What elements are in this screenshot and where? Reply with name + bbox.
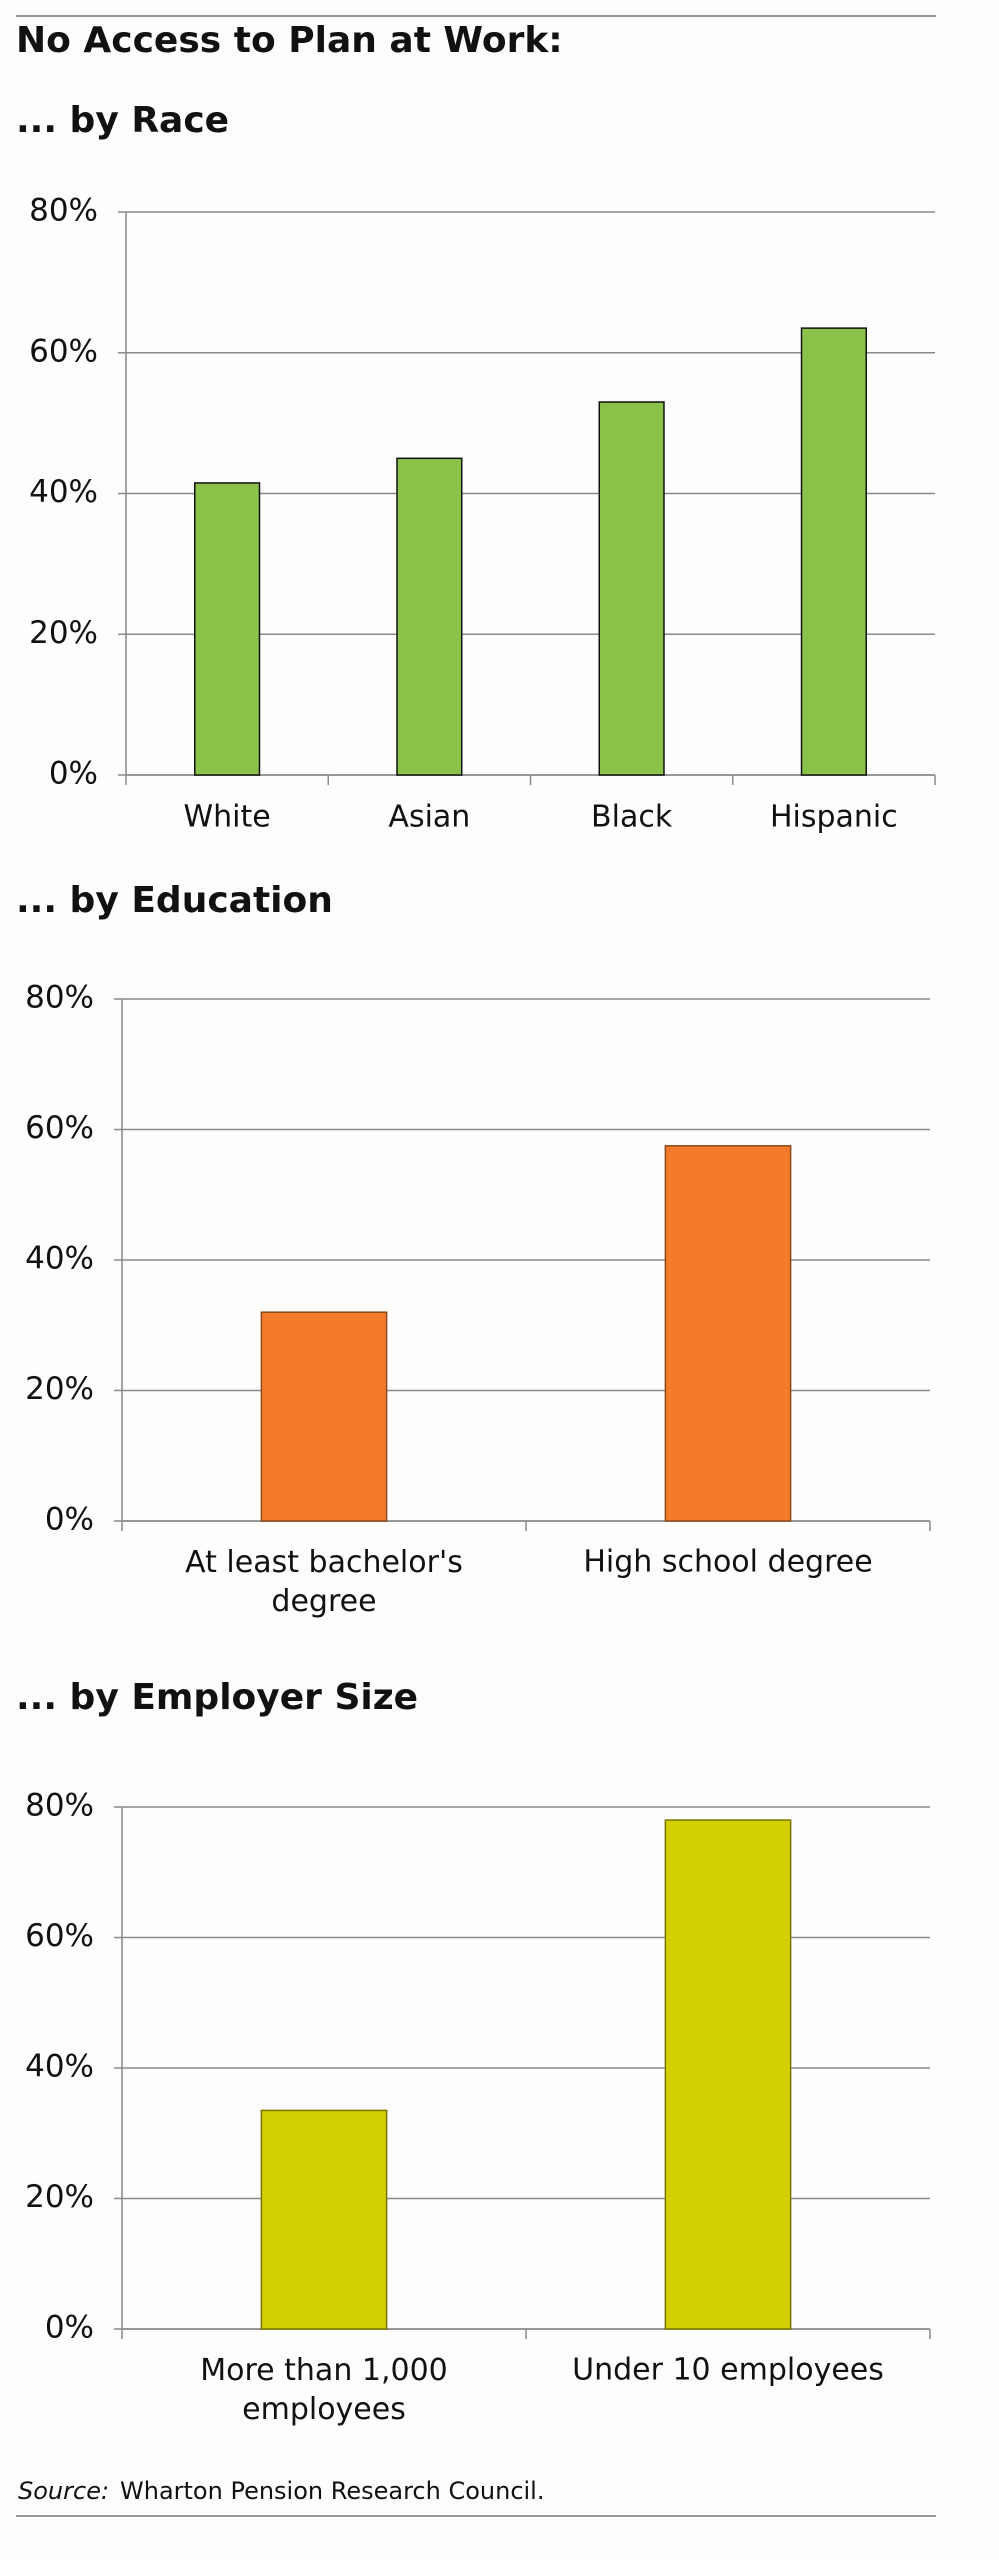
bar — [598, 401, 665, 776]
x-tick-label: White — [184, 800, 271, 835]
y-tick-label: 20% — [25, 1371, 94, 1407]
source-label: Source: — [18, 2477, 109, 2505]
x-tick-label: At least bachelor's degree — [185, 1545, 463, 1619]
x-tick-label: Hispanic — [770, 800, 898, 835]
x-tick-label: Asian — [388, 800, 470, 835]
y-tick-label: 20% — [25, 2179, 94, 2215]
y-tick-label: 60% — [25, 1918, 94, 1954]
page-title: No Access to Plan at Work: — [16, 20, 563, 61]
bar — [664, 1819, 792, 2330]
bar — [396, 457, 463, 776]
chart-title: ... by Race — [16, 100, 229, 141]
y-tick-label: 0% — [45, 1502, 94, 1538]
chart-title: ... by Employer Size — [16, 1677, 418, 1718]
y-tick-label: 60% — [29, 333, 98, 369]
bar — [260, 1311, 388, 1522]
source-text: Wharton Pension Research Council. — [120, 2477, 544, 2505]
y-tick-label: 40% — [29, 474, 98, 510]
y-tick-label: 20% — [29, 615, 98, 651]
y-tick-label: 0% — [45, 2310, 94, 2346]
y-tick-label: 0% — [49, 756, 98, 792]
chart-title: ... by Education — [16, 880, 333, 921]
y-tick-label: 40% — [25, 2049, 94, 2085]
bar — [800, 327, 867, 776]
bar — [664, 1145, 792, 1522]
y-tick-label: 80% — [25, 1788, 94, 1824]
x-tick-label: More than 1,000 employees — [200, 2353, 448, 2427]
x-tick-label: Under 10 employees — [572, 2353, 884, 2388]
y-tick-label: 80% — [29, 193, 98, 229]
x-tick-label: High school degree — [583, 1545, 872, 1580]
bar — [194, 482, 261, 776]
y-tick-label: 40% — [25, 1241, 94, 1277]
y-tick-label: 60% — [25, 1110, 94, 1146]
x-tick-label: Black — [591, 800, 673, 835]
bar — [260, 2109, 388, 2330]
y-tick-label: 80% — [25, 980, 94, 1016]
